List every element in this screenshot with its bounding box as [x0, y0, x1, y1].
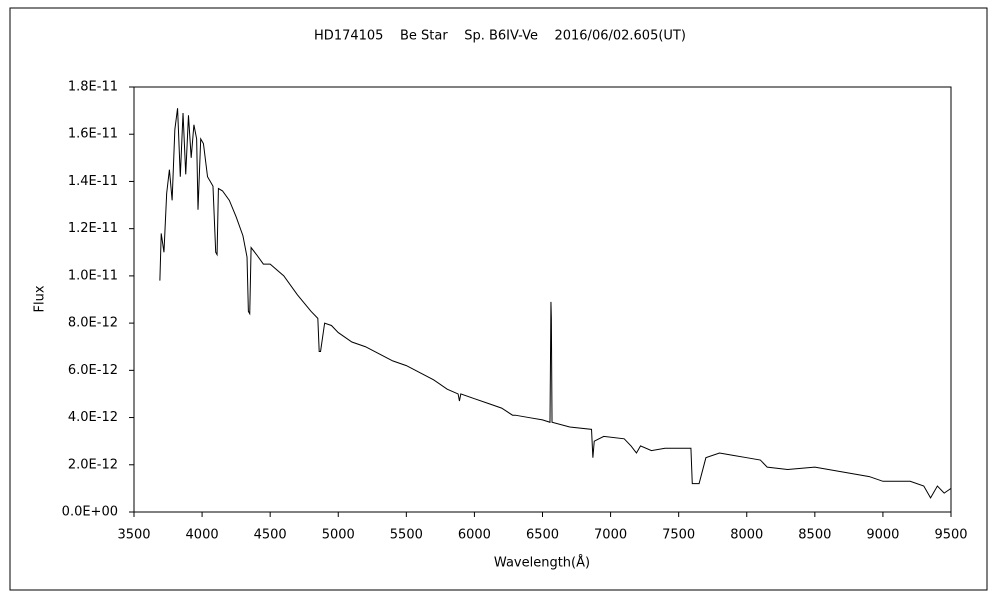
x-tick-label: 7500	[662, 528, 695, 543]
x-tick-label: 9000	[866, 528, 899, 543]
x-tick-label: 8000	[730, 528, 763, 543]
y-tick-label: 6.0E-12	[68, 363, 118, 378]
x-axis-label: Wavelength(Å)	[494, 555, 590, 571]
x-tick-label: 4500	[254, 528, 287, 543]
x-tick-label: 6500	[526, 528, 559, 543]
y-axis-label: Flux	[33, 285, 48, 312]
x-tick-label: 5500	[390, 528, 423, 543]
y-tick-label: 1.8E-11	[68, 80, 118, 95]
x-tick-label: 6000	[458, 528, 491, 543]
y-tick-label: 1.6E-11	[68, 127, 118, 142]
y-tick-label: 4.0E-12	[68, 410, 118, 425]
y-tick-label: 0.0E+00	[62, 505, 118, 520]
frame	[9, 7, 988, 591]
spectrum-line	[159, 108, 952, 499]
y-tick-label: 1.4E-11	[68, 174, 118, 189]
x-tick-label: 7000	[594, 528, 627, 543]
x-tick-label: 5000	[322, 528, 355, 543]
y-tick-label: 8.0E-12	[68, 316, 118, 331]
chart-title: HD174105 Be Star Sp. B6IV-Ve 2016/06/02.…	[314, 29, 686, 44]
y-tick-label: 2.0E-12	[68, 457, 118, 472]
y-tick-label: 1.0E-11	[68, 268, 118, 283]
x-tick-label: 8500	[798, 528, 831, 543]
x-tick-label: 4000	[186, 528, 219, 543]
x-tick-label: 3500	[117, 528, 150, 543]
y-tick-label: 1.2E-11	[68, 221, 118, 236]
x-tick-label: 9500	[934, 528, 967, 543]
